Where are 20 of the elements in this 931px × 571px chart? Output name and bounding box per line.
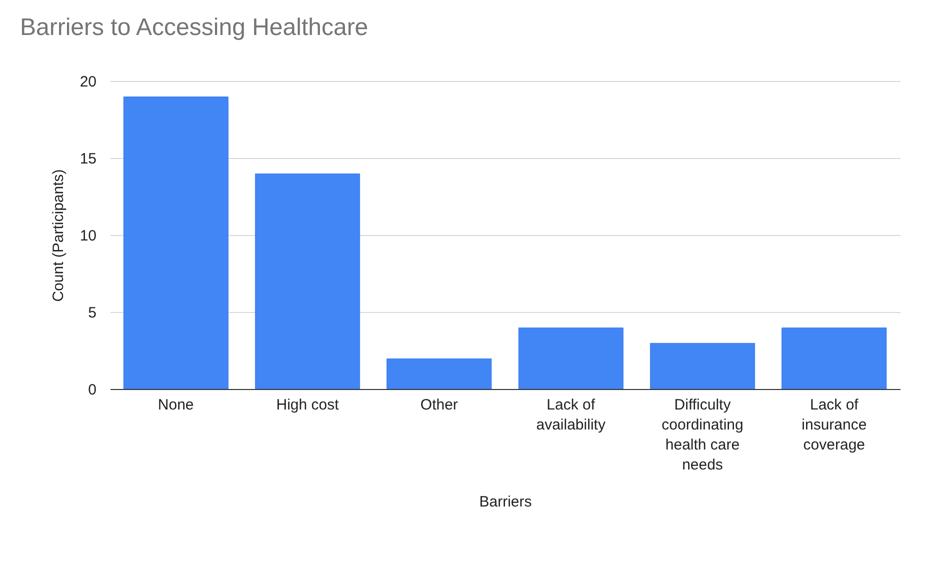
x-tick-label: Lack of insurance coverage [802,396,867,454]
x-tick-label: Lack of availability [536,396,606,434]
bar [518,327,624,389]
x-tick-label: Other [420,396,458,414]
x-axis-title: Barriers [479,494,532,510]
y-tick-label: 0 [88,382,96,398]
x-tick-label: Difficulty coordinating health care needs [662,396,744,474]
x-tick-label: None [158,396,194,414]
y-tick-label: 5 [88,304,96,322]
y-axis-title: Count (Participants) [50,169,67,302]
y-tick-label: 15 [80,150,96,168]
bar [254,173,360,389]
bar [782,327,887,389]
bar [386,358,492,389]
y-tick-label: 20 [80,74,96,90]
bar [123,96,228,389]
bar [650,342,756,389]
chart-title: Barriers to Accessing Healthcare [20,14,368,41]
y-tick-label: 10 [80,228,96,244]
x-tick-label: High cost [276,396,340,414]
